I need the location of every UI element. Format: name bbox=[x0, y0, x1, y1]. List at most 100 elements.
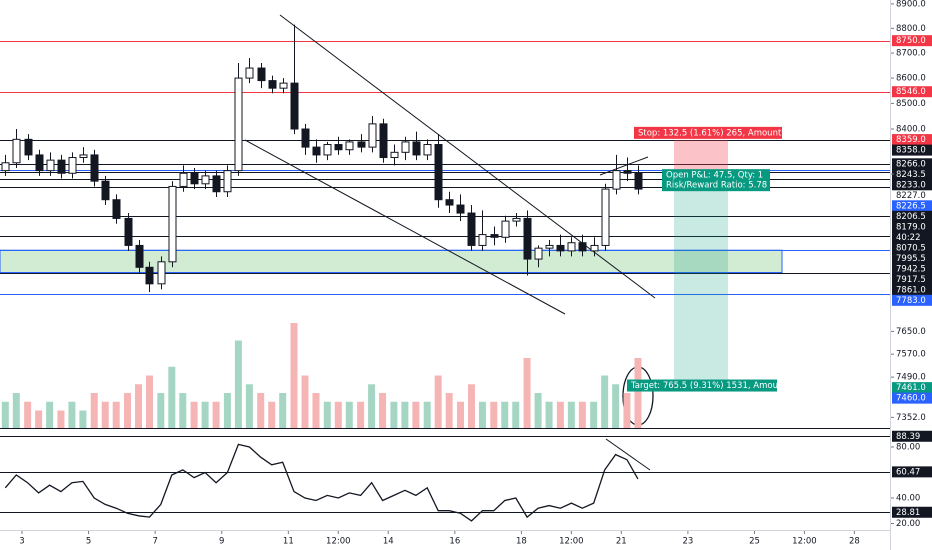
axis-label-bg bbox=[892, 179, 932, 191]
volume-bar bbox=[24, 401, 32, 428]
candle-body bbox=[279, 82, 288, 89]
candle-body bbox=[545, 244, 554, 249]
volume-bar bbox=[101, 401, 109, 428]
volume-bar bbox=[467, 384, 475, 428]
axis-label: 40.00 bbox=[896, 493, 920, 503]
volume-bar bbox=[290, 323, 298, 428]
axis-label-bg bbox=[892, 273, 932, 285]
axis-label: 8750.0 bbox=[896, 36, 926, 46]
volume-bar bbox=[124, 393, 132, 428]
candle-body bbox=[79, 154, 88, 159]
candle-body bbox=[212, 175, 221, 193]
candle-body bbox=[179, 172, 188, 187]
volume-bar bbox=[257, 393, 265, 428]
candle-body bbox=[345, 141, 354, 151]
volume-bar bbox=[301, 375, 309, 428]
axis-label-bg bbox=[892, 158, 932, 170]
axis-label: 7861.0 bbox=[896, 285, 926, 295]
volume-bar bbox=[223, 393, 231, 428]
axis-label: 8226.5 bbox=[896, 201, 926, 211]
candle-body bbox=[24, 138, 33, 156]
volume-bar bbox=[445, 393, 453, 428]
annotation-text: Stop: 132.5 (1.61%) 265, Amount: 867.5 bbox=[638, 128, 811, 138]
candle-body bbox=[90, 154, 99, 182]
axis-label: 8900.0 bbox=[896, 0, 926, 9]
x-tick-label: 12:00 bbox=[792, 537, 817, 547]
axis-label: 7460.0 bbox=[896, 394, 926, 404]
annotation-text: Target: 765.5 (9.31%) 1531, Amount: 1765… bbox=[630, 381, 822, 391]
volume-bar bbox=[234, 340, 242, 428]
candle-body bbox=[135, 244, 144, 268]
candle-body bbox=[445, 199, 454, 206]
axis-label-bg bbox=[892, 242, 932, 254]
volume-bar bbox=[478, 401, 486, 428]
candle-body bbox=[101, 180, 110, 201]
candle-body bbox=[46, 159, 55, 172]
volume-bar bbox=[135, 384, 143, 428]
axis-label: 8070.5 bbox=[896, 243, 926, 253]
volume-bar bbox=[578, 401, 586, 428]
axis-label: 7570.0 bbox=[896, 350, 926, 360]
axis-label-bg bbox=[892, 144, 932, 156]
volume-bar bbox=[434, 375, 442, 428]
axis-label-bg bbox=[892, 506, 932, 518]
volume-bar bbox=[634, 358, 642, 428]
candle-body bbox=[590, 244, 599, 252]
volume-bar bbox=[90, 393, 98, 428]
axis-label-bg bbox=[892, 430, 932, 442]
volume-bar bbox=[201, 401, 209, 428]
x-tick-label: 12:00 bbox=[559, 537, 584, 547]
volume-bar bbox=[368, 384, 376, 428]
volume-bar bbox=[523, 358, 531, 428]
x-tick-label: 7 bbox=[152, 537, 157, 547]
axis-label: 8400.0 bbox=[896, 125, 926, 135]
annotation-text: Open P&L: 47.5, Qty: 1 bbox=[666, 171, 763, 181]
volume-bar bbox=[46, 401, 54, 428]
annotation-text: Risk/Reward Ratio: 5.78 bbox=[666, 181, 767, 191]
x-tick-label: 11 bbox=[283, 537, 294, 547]
volume-bar bbox=[556, 401, 564, 428]
volume-bar bbox=[145, 375, 153, 428]
axis-label: 8500.0 bbox=[896, 99, 926, 109]
candle-body bbox=[357, 141, 366, 148]
x-tick-label: 25 bbox=[749, 537, 760, 547]
volume-bar bbox=[279, 393, 287, 428]
axis-label: 7352.0 bbox=[896, 413, 926, 423]
volume-bar bbox=[245, 384, 253, 428]
axis-label-bg bbox=[892, 252, 932, 264]
axis-label: 8233.0 bbox=[896, 180, 926, 190]
volume-bar bbox=[345, 401, 353, 428]
volume-bar bbox=[490, 401, 498, 428]
axis-label: 8358.0 bbox=[896, 146, 926, 156]
axis-label: 7650.0 bbox=[896, 327, 926, 337]
axis-label: 40:22 bbox=[896, 233, 921, 243]
axis-label: 8546.0 bbox=[896, 87, 926, 97]
candle-body bbox=[234, 77, 243, 172]
axis-label: 7917.5 bbox=[896, 275, 926, 285]
volume-bar bbox=[545, 401, 553, 428]
candle-body bbox=[601, 188, 610, 246]
axis-label: 8227.0 bbox=[896, 191, 926, 201]
candle-body bbox=[434, 144, 443, 201]
volume-bar bbox=[157, 393, 165, 428]
stop-zone bbox=[674, 139, 728, 175]
x-tick-label: 18 bbox=[516, 537, 527, 547]
volume-bar bbox=[312, 393, 320, 428]
axis-label-bg bbox=[892, 284, 932, 296]
candle-body bbox=[456, 204, 465, 214]
candle-body bbox=[612, 170, 621, 190]
candle-body bbox=[301, 128, 310, 148]
axis-label: 8206.5 bbox=[896, 212, 926, 222]
volume-bar bbox=[79, 410, 87, 428]
candle-body bbox=[145, 266, 154, 285]
candle-body bbox=[323, 144, 332, 156]
axis-label: 20.00 bbox=[896, 519, 920, 529]
candle-body bbox=[12, 138, 21, 164]
axis-label: 28.81 bbox=[896, 508, 920, 518]
candle-body bbox=[534, 247, 543, 260]
volume-bar bbox=[390, 401, 398, 428]
volume-bar bbox=[379, 393, 387, 428]
candle-body bbox=[401, 141, 410, 153]
annotation-box bbox=[634, 126, 782, 139]
